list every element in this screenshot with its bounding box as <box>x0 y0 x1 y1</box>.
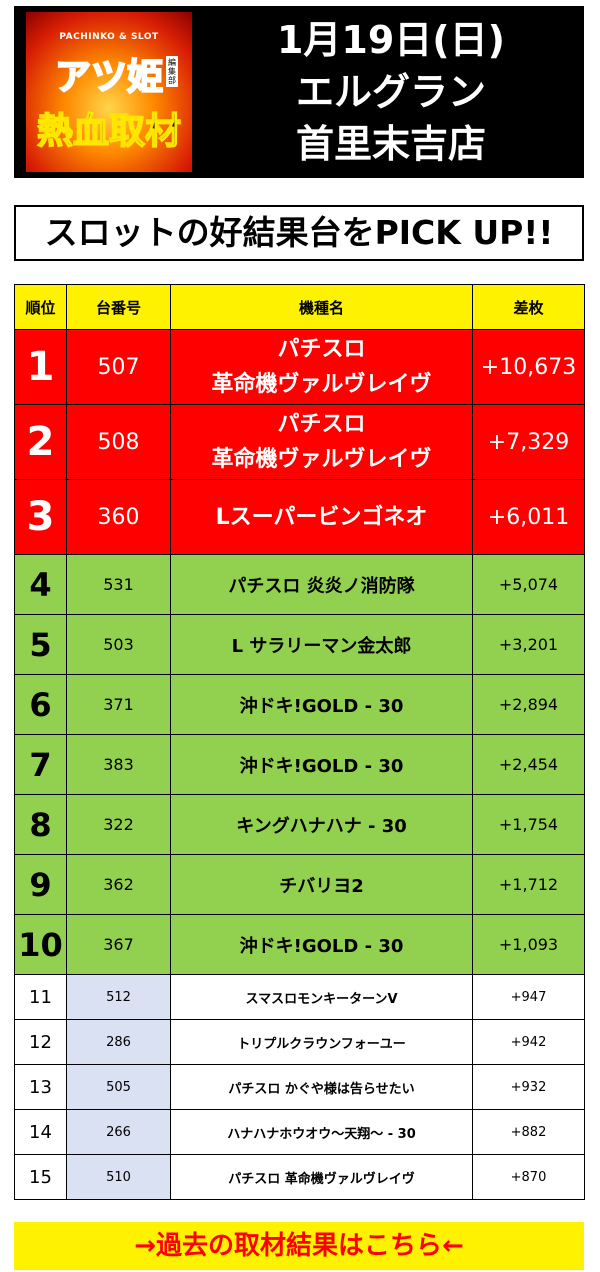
machine-name-line: パチスロ <box>277 337 366 362</box>
event-date: 1月19日(日) <box>276 18 506 62</box>
machine-name-cell: パチスロ 炎炎ノ消防隊 <box>170 554 473 615</box>
rank-cell: 5 <box>14 614 67 675</box>
machine-number-cell: 367 <box>66 914 171 975</box>
machine-number-cell: 383 <box>66 734 171 795</box>
difference-cell: +1,093 <box>472 914 585 975</box>
difference-cell: +10,673 <box>472 329 585 405</box>
table-row: 3 360 Lスーパービンゴネオ +6,011 <box>14 479 585 555</box>
machine-number-cell: 503 <box>66 614 171 675</box>
rank-cell: 6 <box>14 674 67 735</box>
machine-name-cell: 沖ドキ!GOLD - 30 <box>170 914 473 975</box>
machine-number-cell: 286 <box>66 1019 171 1065</box>
machine-name-cell: L サラリーマン金太郎 <box>170 614 473 675</box>
header-banner: PACHINKO & SLOT アツ姫 編集部 熱血取材 1月19日(日) エル… <box>14 6 584 178</box>
machine-number-cell: 322 <box>66 794 171 855</box>
difference-cell: +7,329 <box>472 404 585 480</box>
difference-cell: +870 <box>472 1154 585 1200</box>
rank-cell: 11 <box>14 974 67 1020</box>
machine-name-cell: ハナハナホウオウ～天翔～ - 30 <box>170 1109 473 1155</box>
header-machine-number: 台番号 <box>66 284 171 330</box>
table-row: 6 371 沖ドキ!GOLD - 30 +2,894 <box>14 674 585 735</box>
rank-cell: 8 <box>14 794 67 855</box>
pickup-banner: スロットの好結果台をPICK UP!! <box>14 205 584 261</box>
table-row: 12 286 トリプルクラウンフォーユー +942 <box>14 1019 585 1065</box>
machine-name-cell: パチスロ 革命機ヴァルヴレイヴ <box>170 329 473 405</box>
difference-cell: +2,894 <box>472 674 585 735</box>
header-rank: 順位 <box>14 284 67 330</box>
table-row: 13 505 パチスロ かぐや様は告らせたい +932 <box>14 1064 585 1110</box>
past-results-link[interactable]: →過去の取材結果はこちら← <box>14 1222 584 1270</box>
machine-name-cell: キングハナハナ - 30 <box>170 794 473 855</box>
difference-cell: +1,712 <box>472 854 585 915</box>
difference-cell: +932 <box>472 1064 585 1110</box>
difference-cell: +5,074 <box>472 554 585 615</box>
machine-name-cell: パチスロ かぐや様は告らせたい <box>170 1064 473 1110</box>
header-machine-name: 機種名 <box>170 284 473 330</box>
header-text: 1月19日(日) エルグラン 首里末吉店 <box>204 14 578 170</box>
machine-number-cell: 510 <box>66 1154 171 1200</box>
machine-name-cell: チバリヨ2 <box>170 854 473 915</box>
table-row: 1 507 パチスロ 革命機ヴァルヴレイヴ +10,673 <box>14 329 585 405</box>
machine-name-line: パチスロ <box>277 412 366 437</box>
table-row: 2 508 パチスロ 革命機ヴァルヴレイヴ +7,329 <box>14 404 585 480</box>
machine-number-cell: 512 <box>66 974 171 1020</box>
rank-cell: 14 <box>14 1109 67 1155</box>
machine-number-cell: 371 <box>66 674 171 735</box>
atsuhime-logo: PACHINKO & SLOT アツ姫 編集部 熱血取材 <box>26 12 192 172</box>
machine-number-cell: 360 <box>66 479 171 555</box>
rank-cell: 10 <box>14 914 67 975</box>
table-row: 9 362 チバリヨ2 +1,712 <box>14 854 585 915</box>
machine-name-line: 革命機ヴァルヴレイヴ <box>211 447 432 472</box>
table-row: 5 503 L サラリーマン金太郎 +3,201 <box>14 614 585 675</box>
table-row: 8 322 キングハナハナ - 30 +1,754 <box>14 794 585 855</box>
difference-cell: +947 <box>472 974 585 1020</box>
rank-cell: 12 <box>14 1019 67 1065</box>
ranking-table: 順位 台番号 機種名 差枚 1 507 パチスロ 革命機ヴァルヴレイヴ +10,… <box>14 284 585 1200</box>
table-row: 15 510 パチスロ 革命機ヴァルヴレイヴ +870 <box>14 1154 585 1200</box>
rank-cell: 9 <box>14 854 67 915</box>
difference-cell: +942 <box>472 1019 585 1065</box>
machine-name-cell: パチスロ 革命機ヴァルヴレイヴ <box>170 404 473 480</box>
table-row: 4 531 パチスロ 炎炎ノ消防隊 +5,074 <box>14 554 585 615</box>
difference-cell: +2,454 <box>472 734 585 795</box>
rank-cell: 1 <box>14 329 67 405</box>
machine-number-cell: 505 <box>66 1064 171 1110</box>
logo-tag: 編集部 <box>166 56 178 87</box>
machine-number-cell: 508 <box>66 404 171 480</box>
table-row: 14 266 ハナハナホウオウ～天翔～ - 30 +882 <box>14 1109 585 1155</box>
machine-name-cell: トリプルクラウンフォーユー <box>170 1019 473 1065</box>
difference-cell: +1,754 <box>472 794 585 855</box>
store-name: エルグラン <box>295 70 486 114</box>
rank-cell: 7 <box>14 734 67 795</box>
logo-top-text: PACHINKO & SLOT <box>59 32 159 42</box>
machine-number-cell: 507 <box>66 329 171 405</box>
machine-name-cell: 沖ドキ!GOLD - 30 <box>170 674 473 735</box>
machine-number-cell: 266 <box>66 1109 171 1155</box>
rank-cell: 13 <box>14 1064 67 1110</box>
machine-name-cell: スマスロモンキーターンV <box>170 974 473 1020</box>
difference-cell: +6,011 <box>472 479 585 555</box>
table-row: 11 512 スマスロモンキーターンV +947 <box>14 974 585 1020</box>
rank-cell: 2 <box>14 404 67 480</box>
machine-name-cell: パチスロ 革命機ヴァルヴレイヴ <box>170 1154 473 1200</box>
logo-title: アツ姫 <box>54 56 164 99</box>
machine-name-cell: 沖ドキ!GOLD - 30 <box>170 734 473 795</box>
rank-cell: 15 <box>14 1154 67 1200</box>
machine-name-line: 革命機ヴァルヴレイヴ <box>211 372 432 397</box>
store-branch: 首里末吉店 <box>295 122 486 166</box>
header-difference: 差枚 <box>472 284 585 330</box>
rank-cell: 3 <box>14 479 67 555</box>
table-row: 7 383 沖ドキ!GOLD - 30 +2,454 <box>14 734 585 795</box>
machine-number-cell: 362 <box>66 854 171 915</box>
logo-subtitle: 熱血取材 <box>36 110 182 153</box>
machine-number-cell: 531 <box>66 554 171 615</box>
table-row: 10 367 沖ドキ!GOLD - 30 +1,093 <box>14 914 585 975</box>
machine-name-cell: Lスーパービンゴネオ <box>170 479 473 555</box>
difference-cell: +882 <box>472 1109 585 1155</box>
difference-cell: +3,201 <box>472 614 585 675</box>
rank-cell: 4 <box>14 554 67 615</box>
